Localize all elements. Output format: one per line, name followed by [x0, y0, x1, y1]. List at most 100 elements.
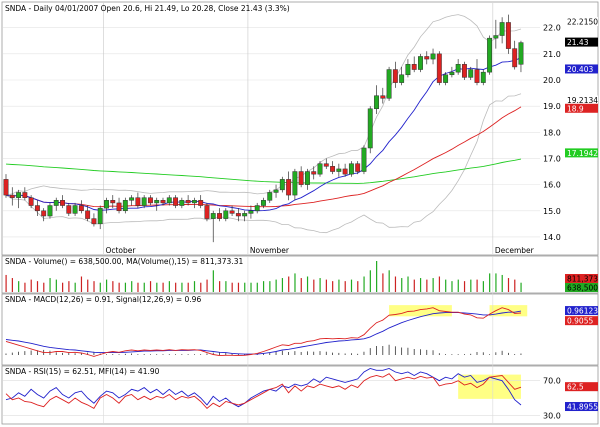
volume-bar	[105, 279, 108, 292]
volume-bar	[463, 281, 466, 292]
volume-bar	[306, 276, 309, 292]
candle	[166, 195, 172, 206]
candle	[223, 208, 229, 222]
rsi-value-tag-bg	[565, 402, 598, 412]
candle	[298, 166, 304, 188]
candle-body	[405, 64, 411, 76]
candle	[455, 59, 461, 75]
macd-highlights	[389, 305, 528, 317]
candle	[22, 187, 28, 201]
volume-bar	[137, 282, 139, 292]
macd-value-tag-bg	[565, 306, 598, 316]
candle	[254, 202, 260, 214]
candle-body	[254, 205, 260, 212]
volume-bar	[149, 281, 152, 292]
volume-bar	[288, 276, 290, 292]
candle-body	[418, 56, 423, 70]
candle-body	[424, 56, 430, 60]
rsi-tick-label: 70.0	[543, 377, 561, 386]
candle	[185, 195, 191, 206]
volume-bar	[124, 282, 127, 292]
volume-bar	[269, 281, 271, 292]
volume-bar	[262, 281, 265, 292]
rsi-value-tag: 62.5	[567, 383, 584, 392]
candle-body	[110, 200, 116, 204]
candlesticks	[3, 14, 524, 243]
candle-body	[367, 108, 373, 149]
candle	[418, 53, 423, 73]
candle-body	[374, 95, 379, 110]
price-tick-label: 21.0	[543, 50, 561, 59]
volume-value-tag-bg	[565, 274, 598, 283]
volume-bar	[319, 278, 321, 292]
candle-body	[41, 210, 47, 217]
volume-bar	[363, 276, 365, 292]
candle	[430, 48, 436, 65]
candle-body	[468, 69, 474, 78]
candle-body	[248, 210, 254, 214]
volume-bar	[357, 281, 359, 292]
candle	[97, 205, 103, 230]
candle	[292, 168, 298, 201]
volume-bar	[99, 282, 101, 292]
candle-body	[9, 194, 15, 198]
candle	[411, 56, 417, 73]
candle	[468, 66, 474, 80]
volume-bar	[438, 276, 441, 292]
candle-body	[505, 22, 511, 49]
rsi-panel-title: SNDA - RSI(15) = 62.51, MFI(14) = 41.90	[5, 367, 160, 376]
candle	[348, 161, 354, 177]
volume-bar	[55, 279, 57, 292]
price-tick-label: 19.0	[543, 102, 561, 111]
candle	[135, 192, 141, 209]
volume-bar	[344, 281, 346, 292]
candle	[330, 161, 336, 175]
price-value-tag-bg	[565, 148, 598, 158]
price-value-tag: 20.403	[567, 65, 593, 74]
candle-body	[22, 192, 28, 198]
volume-bar	[401, 278, 403, 292]
candle-body	[342, 168, 348, 175]
candle-body	[198, 200, 204, 206]
price-tick-label: 14.0	[543, 233, 561, 242]
candle-body	[273, 189, 279, 193]
candle-body	[141, 197, 147, 206]
rsi-tick-label: 30.0	[543, 411, 561, 420]
candle-body	[461, 64, 467, 78]
candle	[424, 51, 430, 65]
candle	[512, 40, 518, 70]
rsi-gridlines: 30.0 70.0	[3, 377, 561, 420]
price-y-ticks: 14.0 15.0 16.0 17.0 18.0 19.0 20.0 21.0 22.0	[543, 24, 561, 242]
volume-bar	[11, 278, 13, 292]
volume-bar	[225, 281, 227, 292]
macd-highlight-box	[389, 305, 452, 317]
candle-body	[487, 37, 493, 73]
volume-bar	[30, 279, 32, 292]
candle-body	[3, 179, 9, 196]
volume-bar	[281, 278, 284, 292]
date-label: November	[250, 246, 290, 255]
candle-body	[229, 210, 235, 214]
candle	[267, 189, 273, 203]
candle-body	[493, 35, 499, 39]
rsi-highlight-box	[458, 374, 521, 399]
date-label: December	[495, 246, 535, 255]
volume-bar	[200, 282, 202, 292]
macd-value-tag-bg	[565, 316, 598, 326]
candle	[60, 195, 65, 209]
rsi-panel-frame	[1, 365, 599, 425]
candle	[235, 208, 241, 222]
volume-bar	[36, 281, 39, 292]
price-value-tag: 19.2134	[567, 96, 598, 105]
candle-body	[436, 53, 442, 83]
candle	[480, 69, 486, 86]
candle-body	[116, 202, 122, 212]
candle	[110, 195, 116, 209]
candle-body	[518, 42, 524, 65]
candle	[3, 174, 9, 198]
candle	[210, 210, 216, 243]
candle-body	[474, 69, 480, 83]
candle	[204, 202, 210, 222]
candle	[518, 40, 524, 73]
